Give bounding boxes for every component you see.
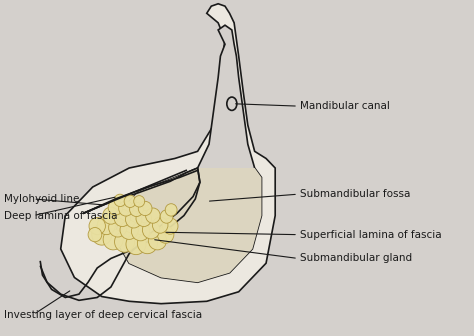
Text: Submandibular fossa: Submandibular fossa (301, 189, 410, 199)
Polygon shape (61, 4, 275, 304)
Circle shape (165, 204, 177, 216)
Text: Investing layer of deep cervical fascia: Investing layer of deep cervical fascia (4, 309, 202, 320)
Circle shape (134, 196, 145, 207)
Circle shape (126, 234, 146, 255)
Circle shape (114, 209, 130, 226)
Text: Submandibular gland: Submandibular gland (301, 253, 412, 263)
Polygon shape (116, 168, 262, 282)
Circle shape (136, 210, 152, 226)
Circle shape (138, 201, 152, 216)
Circle shape (131, 222, 150, 241)
Circle shape (114, 194, 126, 207)
Circle shape (92, 224, 112, 245)
Circle shape (148, 231, 166, 250)
Text: Mandibular canal: Mandibular canal (301, 101, 390, 111)
Circle shape (137, 233, 157, 254)
Circle shape (120, 220, 138, 240)
Circle shape (124, 195, 136, 208)
Circle shape (142, 221, 160, 239)
Circle shape (103, 207, 119, 224)
Circle shape (160, 210, 173, 223)
Circle shape (153, 217, 168, 233)
Circle shape (146, 208, 160, 223)
Circle shape (129, 202, 143, 217)
Circle shape (89, 217, 105, 235)
Text: Superficial lamina of fascia: Superficial lamina of fascia (301, 229, 442, 240)
Text: Mylohyoid line: Mylohyoid line (4, 194, 79, 204)
Circle shape (88, 227, 102, 242)
Polygon shape (116, 25, 262, 282)
Circle shape (126, 211, 142, 228)
Circle shape (103, 229, 123, 250)
Circle shape (108, 200, 123, 215)
Ellipse shape (227, 97, 237, 111)
Circle shape (109, 218, 127, 237)
Circle shape (157, 226, 174, 243)
Circle shape (163, 218, 178, 234)
Text: Deep lamina of fascia: Deep lamina of fascia (4, 211, 117, 221)
Circle shape (118, 201, 133, 216)
Circle shape (97, 216, 116, 235)
Circle shape (115, 231, 135, 252)
